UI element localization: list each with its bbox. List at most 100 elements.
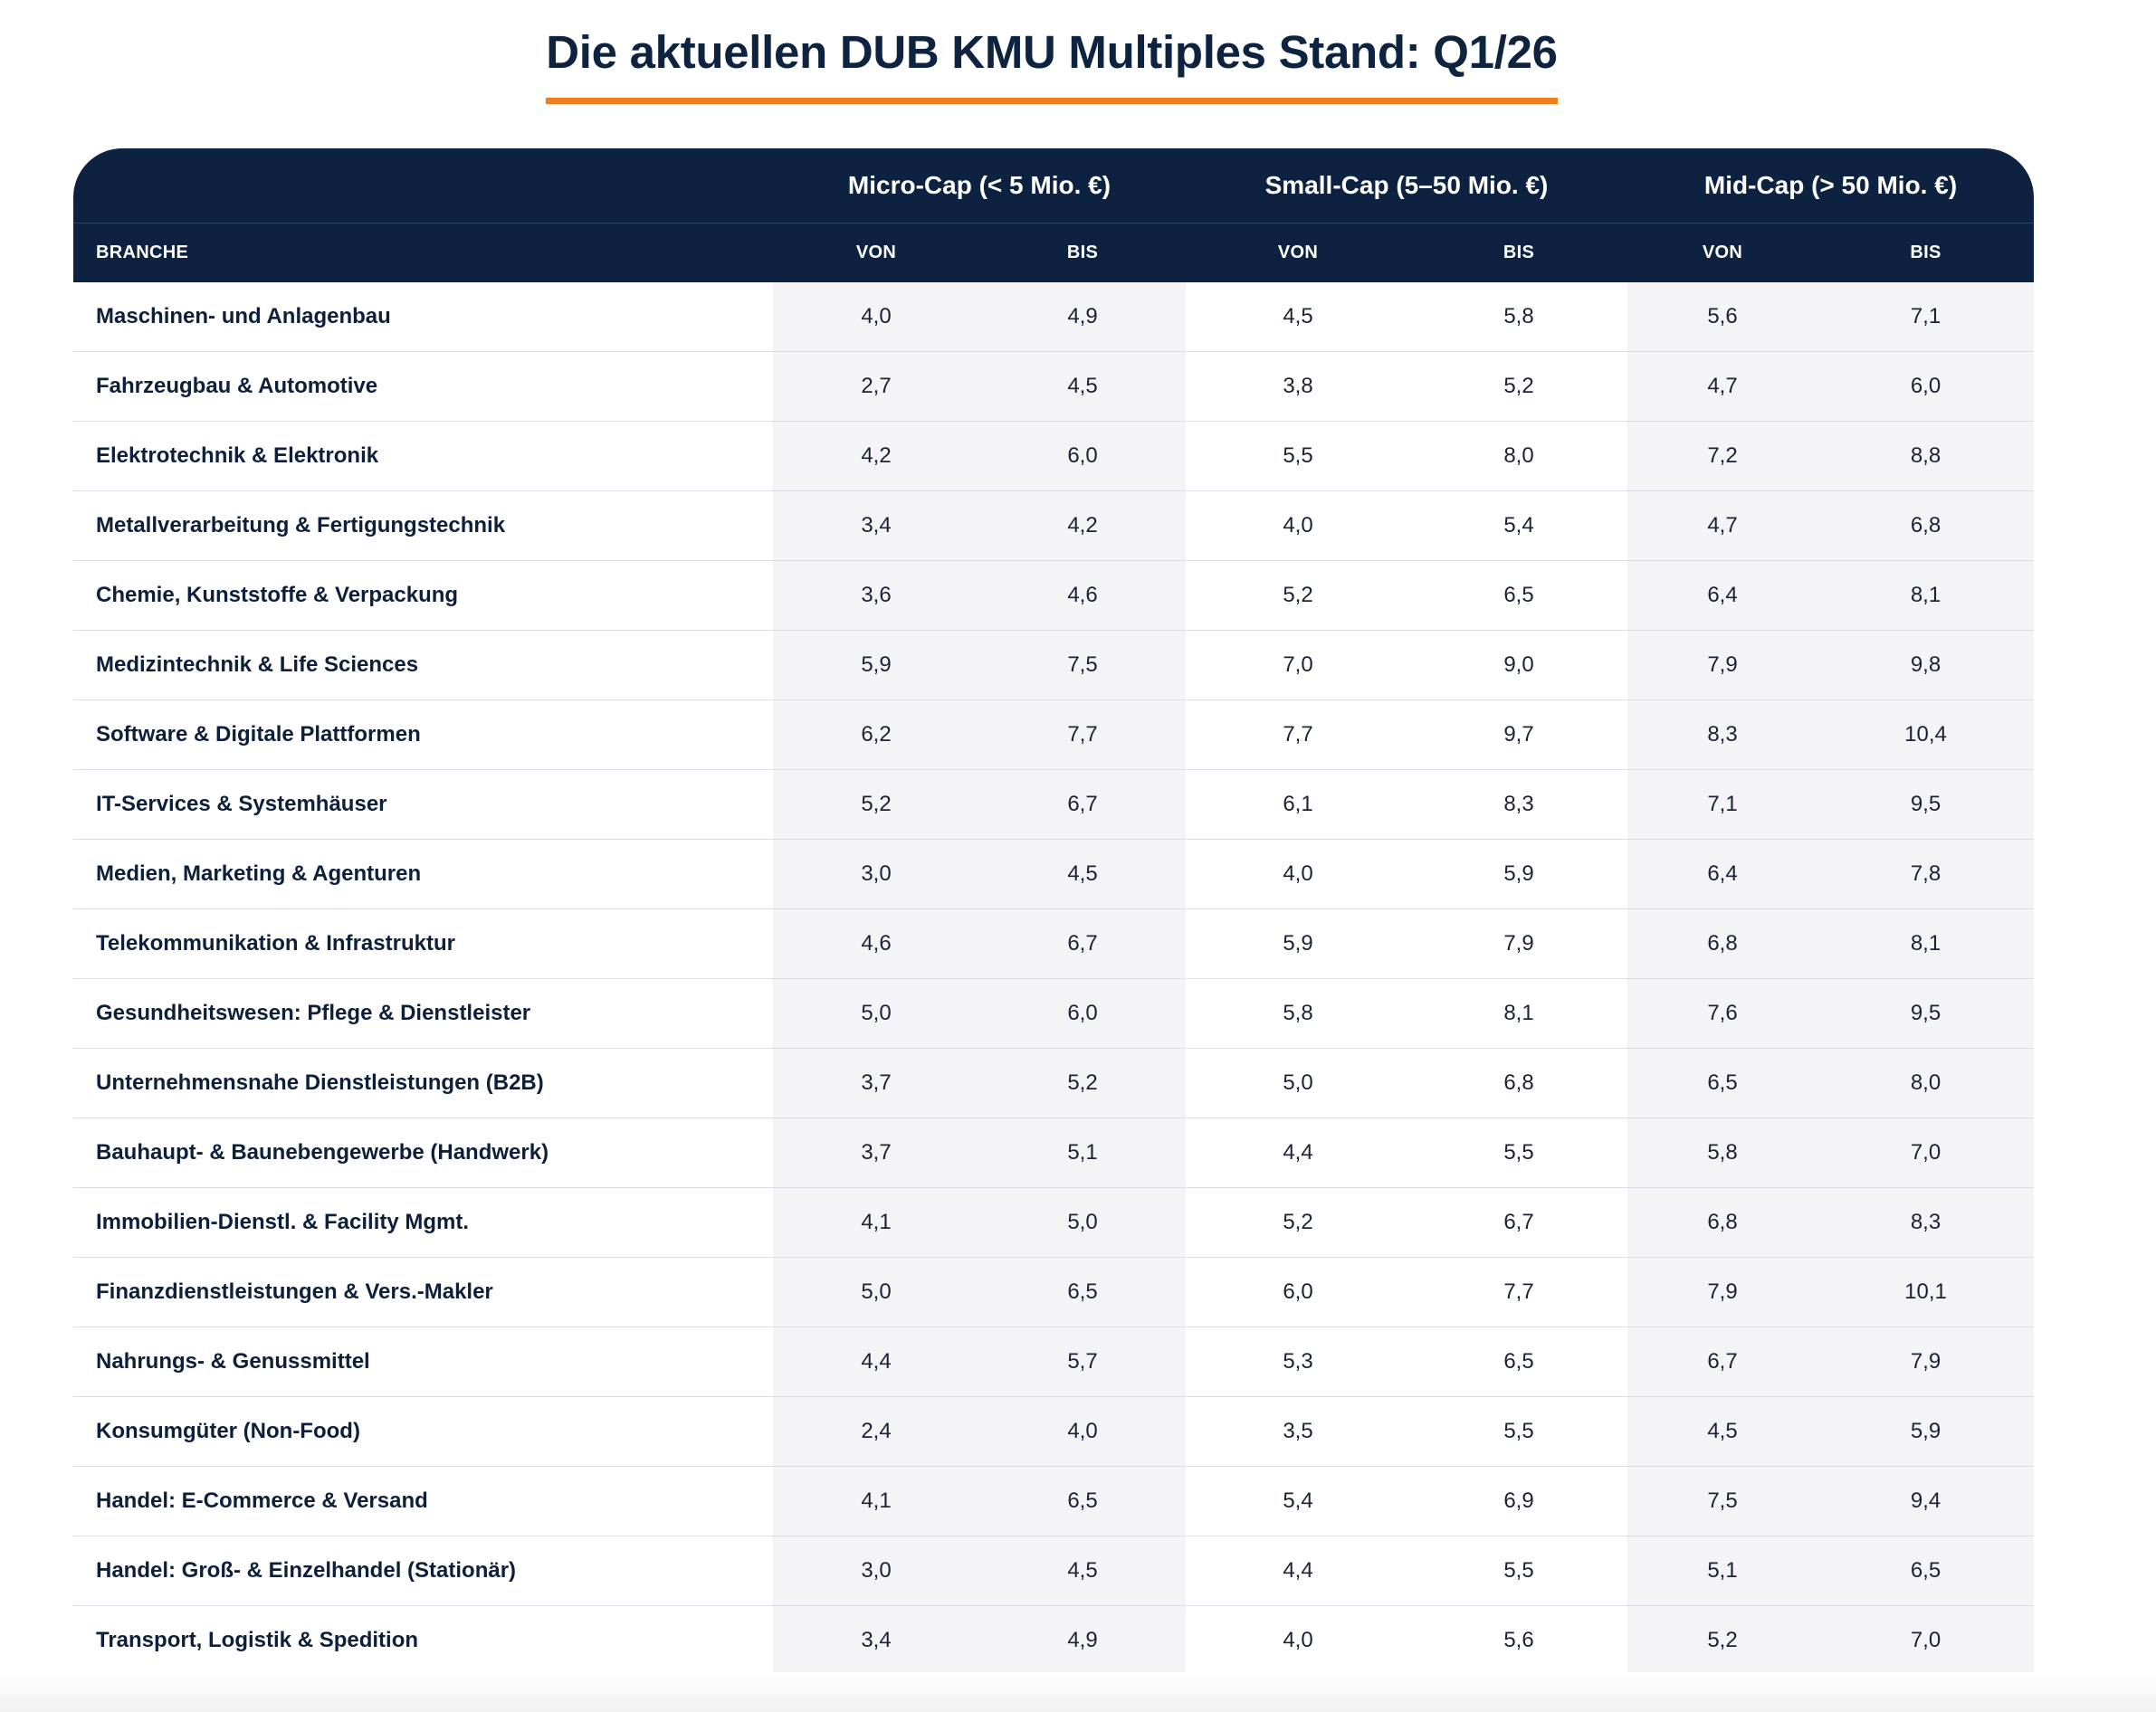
cell-mid-bis: 9,5: [1817, 978, 2034, 1049]
cell-mid-bis: 6,8: [1817, 490, 2034, 561]
table-row: Gesundheitswesen: Pflege & Dienstleister…: [73, 978, 2034, 1049]
multiples-table: Micro-Cap (< 5 Mio. €) Small-Cap (5–50 M…: [73, 148, 2034, 1675]
cell-micro-von: 2,7: [773, 351, 979, 422]
cell-micro-bis: 4,5: [979, 1536, 1186, 1606]
cell-branche: Elektrotechnik & Elektronik: [73, 421, 773, 491]
table-row: Elektrotechnik & Elektronik 4,2 6,0 5,5 8,0 7…: [73, 421, 2034, 491]
table-row: Software & Digitale Plattformen 6,2 7,7 7,7…: [73, 699, 2034, 770]
cell-mid-von: 7,9: [1627, 630, 1818, 700]
cell-mid-bis: 7,8: [1817, 839, 2034, 909]
multiples-table-wrap: Micro-Cap (< 5 Mio. €) Small-Cap (5–50 M…: [73, 148, 2034, 1675]
cell-micro-bis: 4,6: [979, 560, 1186, 631]
cell-small-bis: 5,5: [1410, 1396, 1628, 1467]
cell-micro-von: 5,2: [773, 769, 979, 840]
cell-micro-von: 4,6: [773, 908, 979, 979]
cell-branche: Metallverarbeitung & Fertigungstechnik: [73, 490, 773, 561]
cell-small-bis: 6,5: [1410, 560, 1628, 631]
group-header-empty: [73, 148, 773, 224]
cell-mid-bis: 9,8: [1817, 630, 2034, 700]
cell-small-bis: 5,9: [1410, 839, 1628, 909]
cell-micro-von: 3,4: [773, 490, 979, 561]
cell-small-bis: 5,6: [1410, 1605, 1628, 1675]
cell-micro-von: 3,7: [773, 1118, 979, 1188]
cell-small-von: 7,0: [1186, 630, 1410, 700]
cell-mid-von: 7,5: [1627, 1466, 1818, 1536]
cell-mid-von: 7,9: [1627, 1257, 1818, 1327]
cell-mid-bis: 7,9: [1817, 1327, 2034, 1397]
cell-branche: IT-Services & Systemhäuser: [73, 769, 773, 840]
table-row: Medizintechnik & Life Sciences 5,9 7,5 7,0 9…: [73, 630, 2034, 700]
cell-branche: Handel: Groß- & Einzelhandel (Stationär): [73, 1536, 773, 1606]
cell-mid-von: 8,3: [1627, 699, 1818, 770]
table-body: Maschinen- und Anlagenbau 4,0 4,9 4,5 5,8 5,6…: [73, 282, 2034, 1675]
group-header-micro-cap: Micro-Cap (< 5 Mio. €): [773, 148, 1186, 224]
page-title: Die aktuellen DUB KMU Multiples Stand: Q…: [546, 20, 1558, 104]
cell-branche: Medien, Marketing & Agenturen: [73, 839, 773, 909]
table-row: Bauhaupt- & Baunebengewerbe (Handwerk) 3,…: [73, 1118, 2034, 1188]
cell-small-von: 5,0: [1186, 1048, 1410, 1118]
cell-small-bis: 5,4: [1410, 490, 1628, 561]
cell-small-von: 5,8: [1186, 978, 1410, 1049]
cell-small-von: 5,2: [1186, 560, 1410, 631]
cell-mid-von: 6,7: [1627, 1327, 1818, 1397]
cell-micro-bis: 6,0: [979, 421, 1186, 491]
table-row: Finanzdienstleistungen & Vers.-Makler 5,0…: [73, 1257, 2034, 1327]
cell-small-von: 5,4: [1186, 1466, 1410, 1536]
cell-micro-bis: 6,7: [979, 769, 1186, 840]
cell-micro-von: 4,2: [773, 421, 979, 491]
cell-mid-bis: 10,1: [1817, 1257, 2034, 1327]
cell-branche: Konsumgüter (Non-Food): [73, 1396, 773, 1467]
table-row: Telekommunikation & Infrastruktur 4,6 6,7 5…: [73, 908, 2034, 979]
group-header-small-cap: Small-Cap (5–50 Mio. €): [1186, 148, 1628, 224]
cell-branche: Software & Digitale Plattformen: [73, 699, 773, 770]
table-row: Maschinen- und Anlagenbau 4,0 4,9 4,5 5,8 5,6…: [73, 282, 2034, 352]
cell-small-von: 4,0: [1186, 1605, 1410, 1675]
cell-small-von: 5,2: [1186, 1187, 1410, 1258]
cell-micro-von: 4,1: [773, 1187, 979, 1258]
cell-micro-von: 3,4: [773, 1605, 979, 1675]
cell-branche: Bauhaupt- & Baunebengewerbe (Handwerk): [73, 1118, 773, 1188]
cell-mid-von: 6,8: [1627, 1187, 1818, 1258]
cell-branche: Handel: E-Commerce & Versand: [73, 1466, 773, 1536]
cell-mid-von: 5,6: [1627, 282, 1818, 352]
cell-mid-von: 4,7: [1627, 351, 1818, 422]
cell-mid-bis: 7,0: [1817, 1118, 2034, 1188]
column-header-small-von: VON: [1186, 223, 1410, 282]
column-header-mid-bis: BIS: [1817, 223, 2034, 282]
cell-mid-von: 5,2: [1627, 1605, 1818, 1675]
table-row: Chemie, Kunststoffe & Verpackung 3,6 4,6 5,…: [73, 560, 2034, 631]
cell-micro-bis: 5,7: [979, 1327, 1186, 1397]
cell-micro-bis: 6,5: [979, 1466, 1186, 1536]
cell-branche: Finanzdienstleistungen & Vers.-Makler: [73, 1257, 773, 1327]
cell-small-von: 3,5: [1186, 1396, 1410, 1467]
cell-micro-von: 6,2: [773, 699, 979, 770]
cell-small-von: 3,8: [1186, 351, 1410, 422]
column-header-mid-von: VON: [1627, 223, 1818, 282]
cell-mid-von: 6,4: [1627, 560, 1818, 631]
cell-micro-von: 4,0: [773, 282, 979, 352]
cell-mid-bis: 5,9: [1817, 1396, 2034, 1467]
table-row: IT-Services & Systemhäuser 5,2 6,7 6,1 8,3 7,…: [73, 769, 2034, 840]
cell-small-von: 5,5: [1186, 421, 1410, 491]
cell-small-von: 4,4: [1186, 1118, 1410, 1188]
cell-mid-von: 6,8: [1627, 908, 1818, 979]
cell-mid-bis: 8,1: [1817, 908, 2034, 979]
cell-micro-bis: 7,5: [979, 630, 1186, 700]
cell-micro-bis: 4,2: [979, 490, 1186, 561]
cell-mid-bis: 8,1: [1817, 560, 2034, 631]
cell-small-von: 6,1: [1186, 769, 1410, 840]
cell-micro-von: 4,4: [773, 1327, 979, 1397]
cell-branche: Telekommunikation & Infrastruktur: [73, 908, 773, 979]
table-row: Fahrzeugbau & Automotive 2,7 4,5 3,8 5,2 4,7 6…: [73, 351, 2034, 422]
table-row: Medien, Marketing & Agenturen 3,0 4,5 4,0 5,…: [73, 839, 2034, 909]
cell-micro-bis: 4,9: [979, 1605, 1186, 1675]
column-header-micro-von: VON: [773, 223, 979, 282]
cell-branche: Maschinen- und Anlagenbau: [73, 282, 773, 352]
group-header-mid-cap: Mid-Cap (> 50 Mio. €): [1627, 148, 2034, 224]
cell-branche: Immobilien-Dienstl. & Facility Mgmt.: [73, 1187, 773, 1258]
cell-micro-von: 5,0: [773, 1257, 979, 1327]
cell-mid-von: 7,6: [1627, 978, 1818, 1049]
cell-micro-bis: 5,0: [979, 1187, 1186, 1258]
cell-branche: Unternehmensnahe Dienstleistungen (B2B): [73, 1048, 773, 1118]
cell-small-bis: 8,0: [1410, 421, 1628, 491]
